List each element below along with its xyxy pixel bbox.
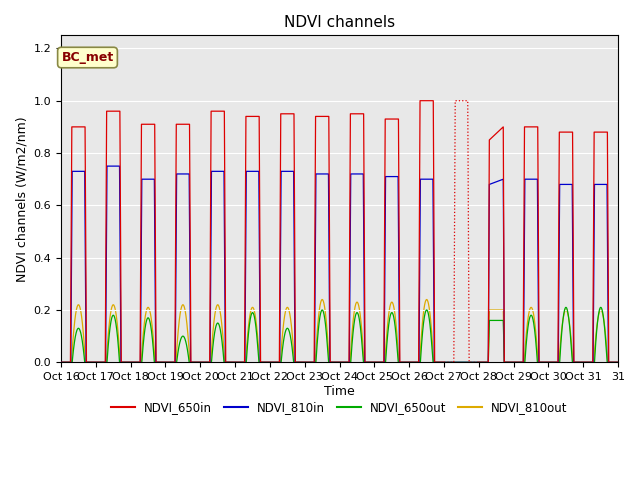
Title: NDVI channels: NDVI channels [284, 15, 395, 30]
X-axis label: Time: Time [324, 385, 355, 398]
Legend: NDVI_650in, NDVI_810in, NDVI_650out, NDVI_810out: NDVI_650in, NDVI_810in, NDVI_650out, NDV… [106, 396, 573, 419]
Y-axis label: NDVI channels (W/m2/nm): NDVI channels (W/m2/nm) [15, 116, 28, 282]
Text: BC_met: BC_met [61, 51, 114, 64]
